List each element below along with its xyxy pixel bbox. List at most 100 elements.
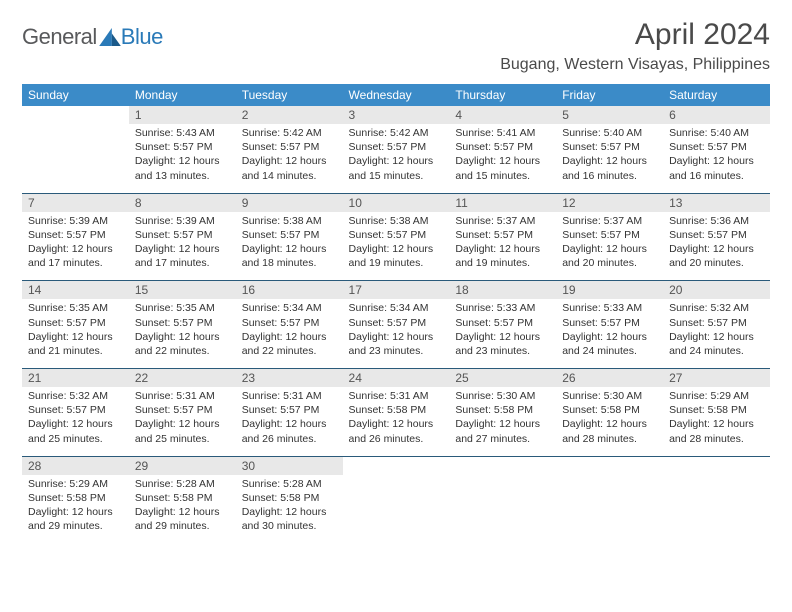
daylight-line: Daylight: 12 hours and 24 minutes.: [562, 330, 657, 358]
sunrise-line: Sunrise: 5:34 AM: [349, 301, 444, 315]
sunset-line: Sunset: 5:57 PM: [135, 228, 230, 242]
day-number-cell: 29: [129, 456, 236, 475]
day-content-cell: Sunrise: 5:31 AMSunset: 5:57 PMDaylight:…: [236, 387, 343, 456]
sunset-line: Sunset: 5:57 PM: [242, 403, 337, 417]
day-content-cell: [556, 475, 663, 544]
day-content-cell: Sunrise: 5:29 AMSunset: 5:58 PMDaylight:…: [663, 387, 770, 456]
title-block: April 2024 Bugang, Western Visayas, Phil…: [500, 18, 770, 74]
day-header: Sunday: [22, 84, 129, 106]
sunrise-line: Sunrise: 5:36 AM: [669, 214, 764, 228]
sunset-line: Sunset: 5:57 PM: [455, 228, 550, 242]
header: General Blue April 2024 Bugang, Western …: [22, 18, 770, 74]
daylight-line: Daylight: 12 hours and 29 minutes.: [28, 505, 123, 533]
day-header: Tuesday: [236, 84, 343, 106]
content-row: Sunrise: 5:29 AMSunset: 5:58 PMDaylight:…: [22, 475, 770, 544]
day-content-cell: [449, 475, 556, 544]
day-content-cell: Sunrise: 5:28 AMSunset: 5:58 PMDaylight:…: [129, 475, 236, 544]
day-number-cell: [343, 456, 450, 475]
day-number-cell: 21: [22, 369, 129, 388]
daynum-row: 282930: [22, 456, 770, 475]
sunset-line: Sunset: 5:57 PM: [562, 316, 657, 330]
daylight-line: Daylight: 12 hours and 23 minutes.: [455, 330, 550, 358]
day-number-cell: [22, 106, 129, 124]
daylight-line: Daylight: 12 hours and 30 minutes.: [242, 505, 337, 533]
daylight-line: Daylight: 12 hours and 24 minutes.: [669, 330, 764, 358]
daylight-line: Daylight: 12 hours and 23 minutes.: [349, 330, 444, 358]
sunrise-line: Sunrise: 5:31 AM: [135, 389, 230, 403]
location-subtitle: Bugang, Western Visayas, Philippines: [500, 56, 770, 74]
daylight-line: Daylight: 12 hours and 28 minutes.: [562, 417, 657, 445]
sunrise-line: Sunrise: 5:39 AM: [135, 214, 230, 228]
day-content-cell: Sunrise: 5:28 AMSunset: 5:58 PMDaylight:…: [236, 475, 343, 544]
content-row: Sunrise: 5:32 AM Sunset: 5:57 PM Daylight:…: [22, 387, 770, 456]
day-content-cell: Sunrise: 5:38 AMSunset: 5:57 PMDaylight:…: [236, 212, 343, 281]
day-number-cell: 6: [663, 106, 770, 124]
day-number-cell: [449, 456, 556, 475]
day-number-cell: 7: [22, 193, 129, 212]
logo: General Blue: [22, 18, 163, 50]
day-content-cell: Sunrise: 5:39 AMSunset: 5:57 PMDaylight:…: [129, 212, 236, 281]
sunrise-line: Sunrise: 5:40 AM: [669, 126, 764, 140]
day-number-cell: 3: [343, 106, 450, 124]
day-number-cell: [556, 456, 663, 475]
day-content-cell: Sunrise: 5:32 AMSunset: 5:57 PMDaylight:…: [663, 299, 770, 368]
logo-triangle-icon: [99, 28, 121, 46]
logo-text-blue: Blue: [121, 24, 163, 50]
sunset-line: Sunset: 5:58 PM: [28, 491, 123, 505]
day-content-cell: Sunrise: 5:30 AMSunset: 5:58 PMDaylight:…: [556, 387, 663, 456]
day-content-cell: Sunrise: 5:33 AMSunset: 5:57 PMDaylight:…: [449, 299, 556, 368]
daylight-line: Daylight: 12 hours and 16 minutes.: [562, 154, 657, 182]
sunrise-line: Sunrise: 5:33 AM: [562, 301, 657, 315]
daylight-line: Daylight: 12 hours and 27 minutes.: [455, 417, 550, 445]
daylight-line: Daylight: 12 hours and 22 minutes.: [135, 330, 230, 358]
day-number-cell: 8: [129, 193, 236, 212]
sunrise-line: Sunrise: 5:38 AM: [349, 214, 444, 228]
day-content-cell: Sunrise: 5:40 AMSunset: 5:57 PMDaylight:…: [556, 124, 663, 193]
calendar-table: Sunday Monday Tuesday Wednesday Thursday…: [22, 84, 770, 543]
day-number-cell: 30: [236, 456, 343, 475]
daylight-line: Daylight: 12 hours and 16 minutes.: [669, 154, 764, 182]
sunrise-line: Sunrise: 5:38 AM: [242, 214, 337, 228]
day-content-cell: Sunrise: 5:38 AMSunset: 5:57 PMDaylight:…: [343, 212, 450, 281]
sunrise-line: Sunrise: 5:32 AM: [28, 389, 123, 403]
day-number-cell: 15: [129, 281, 236, 300]
sunset-line: Sunset: 5:58 PM: [455, 403, 550, 417]
daylight-line: Daylight: 12 hours and 13 minutes.: [135, 154, 230, 182]
day-content-cell: Sunrise: 5:33 AMSunset: 5:57 PMDaylight:…: [556, 299, 663, 368]
sunrise-line: Sunrise: 5:33 AM: [455, 301, 550, 315]
day-number-cell: 23: [236, 369, 343, 388]
day-content-cell: [22, 124, 129, 193]
sunset-line: Sunset: 5:57 PM: [135, 140, 230, 154]
sunset-line: Sunset: 5:57 PM: [669, 228, 764, 242]
day-number-cell: 25: [449, 369, 556, 388]
day-content-cell: Sunrise: 5:29 AMSunset: 5:58 PMDaylight:…: [22, 475, 129, 544]
day-number-cell: [663, 456, 770, 475]
sunrise-line: Sunrise: 5:42 AM: [242, 126, 337, 140]
daylight-line: Daylight: 12 hours and 25 minutes.: [135, 417, 230, 445]
day-header: Monday: [129, 84, 236, 106]
sunset-line: Sunset: 5:58 PM: [349, 403, 444, 417]
day-content-cell: Sunrise: 5:43 AMSunset: 5:57 PMDaylight:…: [129, 124, 236, 193]
sunset-line: Sunset: 5:58 PM: [135, 491, 230, 505]
day-content-cell: Sunrise: 5:31 AMSunset: 5:58 PMDaylight:…: [343, 387, 450, 456]
day-content-cell: Sunrise: 5:31 AMSunset: 5:57 PMDaylight:…: [129, 387, 236, 456]
sunset-line: Sunset: 5:57 PM: [28, 228, 123, 242]
daylight-line: Daylight: 12 hours and 25 minutes.: [28, 417, 123, 445]
day-number-cell: 28: [22, 456, 129, 475]
sunset-line: Sunset: 5:57 PM: [562, 140, 657, 154]
day-header-row: Sunday Monday Tuesday Wednesday Thursday…: [22, 84, 770, 106]
day-number-cell: 18: [449, 281, 556, 300]
daylight-line: Daylight: 12 hours and 17 minutes.: [135, 242, 230, 270]
day-number-cell: 17: [343, 281, 450, 300]
sunset-line: Sunset: 5:58 PM: [242, 491, 337, 505]
day-number-cell: 10: [343, 193, 450, 212]
sunrise-line: Sunrise: 5:42 AM: [349, 126, 444, 140]
day-number-cell: 20: [663, 281, 770, 300]
day-content-cell: Sunrise: 5:42 AMSunset: 5:57 PMDaylight:…: [236, 124, 343, 193]
sunset-line: Sunset: 5:58 PM: [669, 403, 764, 417]
daylight-line: Daylight: 12 hours and 20 minutes.: [669, 242, 764, 270]
day-content-cell: Sunrise: 5:37 AMSunset: 5:57 PMDaylight:…: [556, 212, 663, 281]
sunrise-line: Sunrise: 5:41 AM: [455, 126, 550, 140]
day-header: Friday: [556, 84, 663, 106]
day-content-cell: Sunrise: 5:35 AMSunset: 5:57 PMDaylight:…: [129, 299, 236, 368]
